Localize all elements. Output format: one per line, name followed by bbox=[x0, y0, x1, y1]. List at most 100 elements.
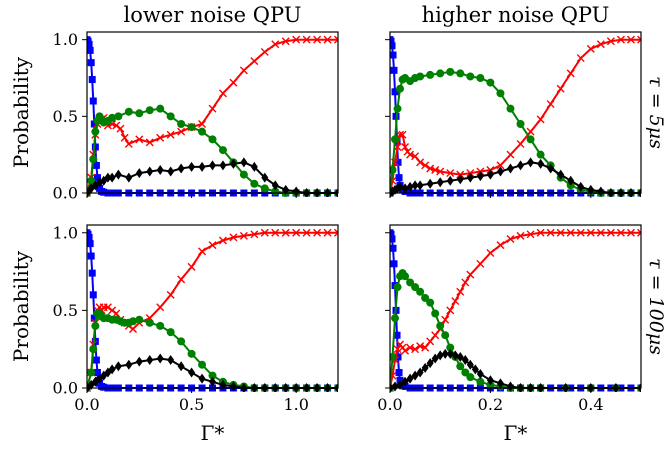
data-point bbox=[390, 37, 395, 45]
data-point bbox=[441, 348, 449, 359]
data-point bbox=[281, 37, 290, 46]
data-point bbox=[166, 112, 175, 121]
data-point bbox=[416, 342, 425, 351]
data-point bbox=[166, 328, 175, 337]
data-point bbox=[476, 259, 485, 268]
data-point bbox=[401, 183, 409, 194]
x-tick-label: 0.2 bbox=[478, 395, 503, 414]
data-point bbox=[156, 303, 165, 312]
data-point bbox=[426, 164, 435, 173]
panel-1: 0.0 0.5 1.0 lower noise QPU Probability bbox=[9, 3, 339, 203]
data-point bbox=[406, 181, 414, 192]
data-point bbox=[91, 127, 100, 136]
data-point bbox=[390, 260, 398, 268]
data-point bbox=[103, 303, 112, 312]
data-point bbox=[87, 46, 94, 54]
data-point bbox=[476, 377, 485, 386]
data-point bbox=[441, 315, 450, 324]
data-point bbox=[146, 355, 154, 366]
data-point bbox=[89, 291, 97, 299]
data-point bbox=[431, 309, 440, 318]
data-point bbox=[229, 78, 238, 87]
data-point bbox=[416, 72, 425, 81]
data-point bbox=[124, 139, 133, 148]
data-point bbox=[323, 35, 332, 44]
y-tick-label: 0.0 bbox=[53, 379, 78, 398]
y-tick-label: 1.0 bbox=[53, 223, 78, 242]
data-point bbox=[526, 230, 535, 239]
data-point bbox=[129, 317, 138, 326]
data-point bbox=[476, 171, 484, 182]
axes-frame bbox=[86, 31, 339, 194]
y-tick-label: 1.0 bbox=[53, 30, 78, 49]
plot-area bbox=[390, 35, 641, 197]
data-point bbox=[239, 66, 248, 75]
data-point bbox=[506, 104, 515, 113]
data-point bbox=[486, 169, 494, 180]
data-point bbox=[401, 143, 410, 151]
data-point bbox=[91, 321, 100, 330]
data-point bbox=[271, 40, 280, 49]
data-point bbox=[281, 228, 290, 237]
data-point bbox=[431, 166, 440, 174]
data-point bbox=[302, 228, 311, 237]
data-point bbox=[451, 297, 460, 306]
data-point bbox=[516, 120, 525, 128]
data-point bbox=[537, 158, 545, 169]
data-point bbox=[401, 272, 410, 281]
data-point bbox=[260, 228, 269, 237]
data-point bbox=[198, 373, 206, 384]
data-point bbox=[390, 352, 397, 361]
data-point bbox=[496, 166, 504, 177]
data-point bbox=[390, 42, 396, 50]
y-tick-label: 0.5 bbox=[53, 301, 78, 320]
data-point bbox=[536, 150, 545, 159]
row-label: τ = 100μs bbox=[645, 258, 664, 355]
series-line-3 bbox=[390, 70, 641, 194]
data-point bbox=[135, 315, 144, 324]
data-point bbox=[391, 381, 399, 392]
data-point bbox=[198, 247, 207, 256]
data-point bbox=[92, 356, 100, 364]
data-point bbox=[451, 350, 459, 361]
data-point bbox=[92, 161, 100, 169]
row-label: τ = 5μs bbox=[645, 76, 664, 149]
data-point bbox=[446, 343, 455, 352]
data-point bbox=[421, 343, 430, 352]
data-point bbox=[177, 163, 185, 174]
data-point bbox=[187, 123, 196, 132]
data-point bbox=[156, 353, 164, 364]
data-point bbox=[145, 138, 154, 147]
data-point bbox=[87, 233, 93, 241]
data-point bbox=[208, 104, 217, 113]
data-point bbox=[517, 160, 525, 171]
data-point bbox=[208, 241, 217, 250]
data-point bbox=[576, 54, 585, 63]
data-point bbox=[177, 337, 186, 346]
data-point bbox=[546, 100, 555, 109]
data-point bbox=[261, 172, 269, 183]
panel-3: 0.0 0.5 1.0 0.0 0.5 1.0 Probability Γ* bbox=[9, 223, 339, 445]
data-point bbox=[313, 35, 322, 44]
series-line-3 bbox=[390, 271, 641, 389]
data-point bbox=[187, 349, 196, 358]
data-point bbox=[411, 152, 420, 161]
data-point bbox=[526, 135, 535, 144]
data-point bbox=[466, 270, 475, 279]
data-point bbox=[416, 180, 424, 191]
data-point bbox=[166, 130, 175, 139]
data-point bbox=[114, 361, 122, 372]
series-line-4 bbox=[390, 352, 641, 389]
axes-frame bbox=[389, 224, 642, 389]
x-tick-label: 0.4 bbox=[578, 395, 603, 414]
data-point bbox=[496, 89, 505, 98]
panel-title: lower noise QPU bbox=[124, 3, 302, 27]
data-point bbox=[516, 139, 525, 148]
data-point bbox=[390, 66, 398, 74]
data-point bbox=[396, 181, 404, 192]
data-point bbox=[496, 161, 505, 170]
data-point bbox=[114, 169, 122, 180]
data-point bbox=[390, 244, 397, 252]
data-point bbox=[486, 248, 495, 257]
data-point bbox=[260, 47, 269, 56]
